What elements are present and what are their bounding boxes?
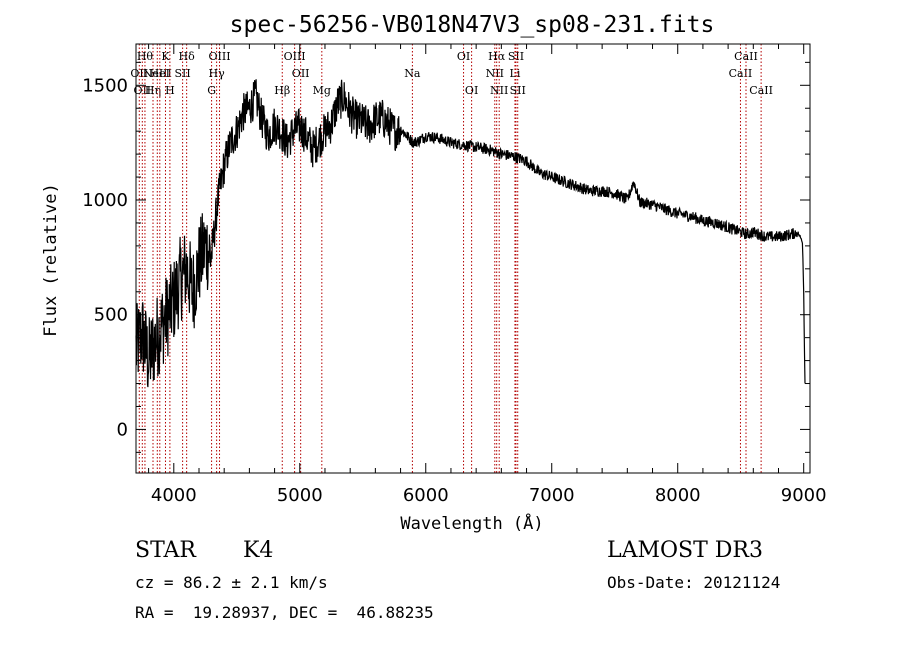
- line-marker-label-9: Hδ: [179, 50, 196, 63]
- line-marker-label-13: Hβ: [274, 84, 290, 97]
- coordinates: RA = 19.28937, DEC = 46.88235: [135, 603, 434, 622]
- line-marker-label-19: OI: [465, 84, 478, 97]
- line-marker-label-6: K: [161, 50, 170, 63]
- redshift-value: cz = 86.2 ± 2.1 km/s: [135, 573, 328, 592]
- line-marker-label-0: OII: [130, 67, 148, 80]
- y-axis-label: Flux (relative): [41, 183, 61, 337]
- x-tick-label-2: 6000: [403, 485, 449, 506]
- y-tick-label-3: 1500: [82, 75, 128, 96]
- plot-frame: [135, 43, 811, 474]
- survey-name: LAMOST DR3: [607, 538, 763, 563]
- line-marker-label-24: SII: [508, 50, 524, 63]
- line-marker-label-18: OI: [457, 50, 470, 63]
- line-marker-label-3: Hη: [145, 84, 161, 97]
- y-tick-label-0: 0: [117, 419, 128, 440]
- line-marker-label-7: H: [165, 84, 175, 97]
- line-marker-label-2: Hθ: [137, 50, 154, 63]
- line-marker-label-26: CaII: [729, 67, 753, 80]
- line-marker-label-22: NII: [490, 84, 508, 97]
- line-marker-label-11: Hγ: [209, 67, 226, 80]
- x-tick-label-0: 4000: [151, 485, 197, 506]
- line-marker-label-23: Li: [510, 67, 521, 80]
- line-marker-label-14: OIII: [284, 50, 306, 63]
- line-marker-label-1: OII: [133, 84, 151, 97]
- x-tick-label-4: 8000: [655, 485, 701, 506]
- line-marker-label-8: SII: [174, 67, 190, 80]
- axis-ticks: 4000 5000 6000 7000 8000 9000 0 500 1000 1500: [82, 44, 827, 506]
- observation-date: Obs-Date: 20121124: [607, 573, 781, 592]
- line-marker-label-12: OIII: [208, 50, 230, 63]
- line-marker-label-4: NeIII: [143, 67, 172, 80]
- line-marker-label-10: G: [207, 84, 216, 97]
- x-axis-label: Wavelength (Å): [400, 512, 543, 534]
- x-tick-label-5: 9000: [781, 485, 827, 506]
- x-tick-label-1: 5000: [277, 485, 323, 506]
- line-marker-label-5: HeI: [150, 67, 170, 80]
- line-marker-label-15: OII: [292, 67, 310, 80]
- x-tick-label-3: 7000: [529, 485, 575, 506]
- line-marker-label-17: Na: [404, 67, 421, 80]
- line-marker-label-28: CaII: [749, 84, 773, 97]
- line-marker-label-16: Mg: [313, 84, 331, 97]
- y-tick-label-2: 1000: [82, 190, 128, 211]
- object-subclass: K4: [243, 538, 274, 563]
- object-class: STAR: [135, 538, 196, 563]
- line-marker-label-27: CaII: [734, 50, 758, 63]
- line-marker-label-20: NII: [486, 67, 504, 80]
- line-marker-label-21: Hα: [488, 50, 506, 63]
- flux-series-line: [135, 79, 806, 388]
- y-tick-label-1: 500: [94, 305, 128, 326]
- chart-title: spec-56256-VB018N47V3_sp08-231.fits: [230, 12, 715, 38]
- line-marker-label-25: SII: [510, 84, 526, 97]
